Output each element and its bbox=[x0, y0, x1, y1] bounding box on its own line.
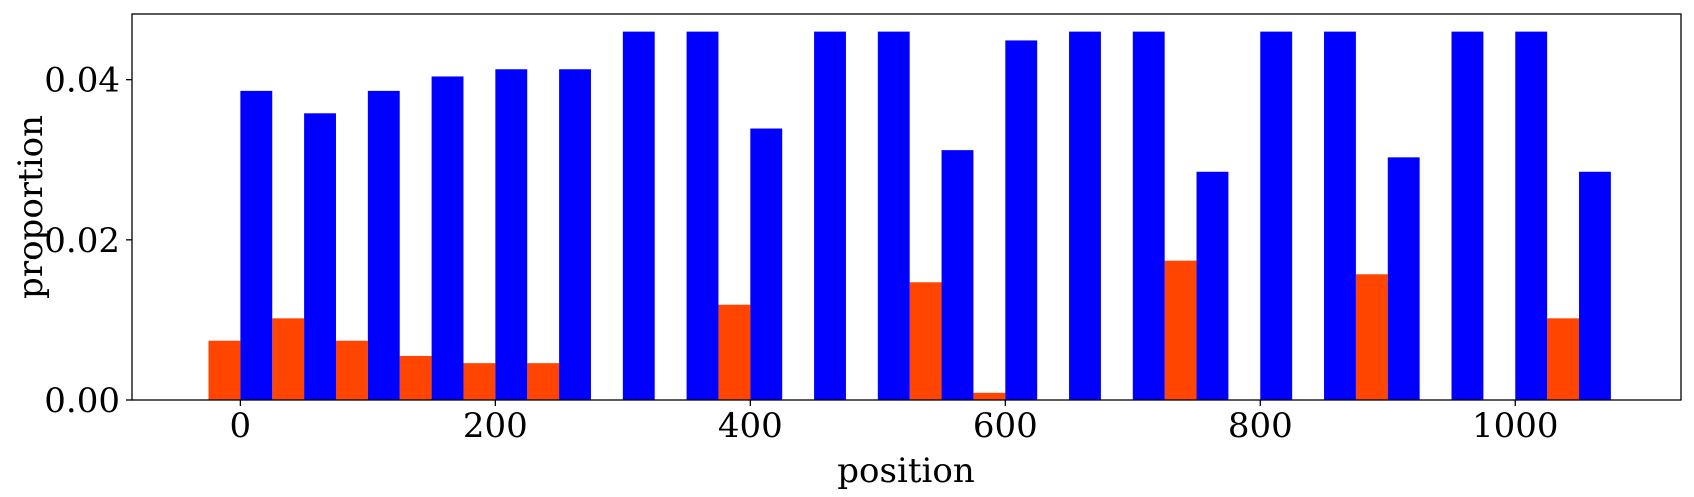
bar-series-2-x-1050 bbox=[1579, 171, 1611, 400]
bar-series-1-x-200 bbox=[463, 363, 496, 400]
bar-series-1-x-1050 bbox=[1547, 318, 1580, 400]
bar-series-1-x-750 bbox=[1164, 260, 1197, 400]
bar-series-2-x-750 bbox=[1196, 171, 1229, 400]
bar-series-2-x-700 bbox=[1132, 31, 1165, 401]
x-tick-label: 1000 bbox=[1472, 406, 1559, 446]
bar-series-2-x-150 bbox=[431, 76, 464, 401]
bar-series-1-x-50 bbox=[272, 318, 305, 400]
x-tick-label: 800 bbox=[1228, 406, 1293, 446]
bar-series-2-x-650 bbox=[1069, 31, 1101, 401]
y-tick-label: 0.02 bbox=[44, 221, 120, 261]
bar-series-2-x-900 bbox=[1387, 157, 1420, 400]
bars-group bbox=[208, 31, 1611, 401]
x-tick-label: 600 bbox=[973, 406, 1038, 446]
bar-series-1-x-150 bbox=[399, 355, 432, 400]
bar-series-2-x-200 bbox=[495, 69, 528, 400]
bar-series-2-x-800 bbox=[1260, 31, 1293, 401]
y-axis-label: proportion bbox=[11, 115, 51, 299]
plot-frame bbox=[131, 13, 1682, 401]
x-tick-label: 0 bbox=[230, 406, 252, 446]
y-tick-label: 0.00 bbox=[44, 381, 120, 421]
x-axis-label: position bbox=[837, 451, 974, 491]
bar-series-1-x-0 bbox=[208, 340, 241, 400]
y-axis: 0.00 0.02 0.04 bbox=[44, 61, 132, 421]
y-tick-label: 0.04 bbox=[44, 61, 120, 101]
bar-series-1-x-100 bbox=[335, 340, 368, 400]
bar-series-1-x-900 bbox=[1355, 274, 1388, 400]
bar-series-2-x-400 bbox=[750, 128, 783, 400]
x-axis: 0 200 400 600 800 1000 bbox=[230, 400, 1559, 446]
bar-series-1-x-400 bbox=[718, 304, 751, 400]
bar-series-2-x-600 bbox=[1005, 40, 1038, 400]
bar-series-2-x-550 bbox=[941, 150, 974, 400]
bar-series-2-x-1000 bbox=[1515, 31, 1548, 401]
bar-series-2-x-0 bbox=[240, 90, 273, 400]
bar-series-1-x-600 bbox=[973, 392, 1006, 400]
bar-series-2-x-950 bbox=[1451, 31, 1484, 401]
bar-series-2-x-450 bbox=[814, 31, 846, 401]
bar-series-2-x-300 bbox=[622, 31, 655, 401]
bar-series-2-x-250 bbox=[559, 69, 591, 400]
bar-series-1-x-550 bbox=[909, 282, 942, 400]
bar-series-2-x-350 bbox=[686, 31, 719, 401]
x-tick-label: 400 bbox=[718, 406, 783, 446]
bar-series-1-x-250 bbox=[527, 363, 560, 400]
bar-series-2-x-850 bbox=[1324, 31, 1356, 401]
x-tick-label: 200 bbox=[463, 406, 528, 446]
bar-series-2-x-50 bbox=[304, 113, 336, 400]
bar-series-2-x-500 bbox=[877, 31, 910, 401]
bar-series-2-x-100 bbox=[367, 90, 400, 400]
